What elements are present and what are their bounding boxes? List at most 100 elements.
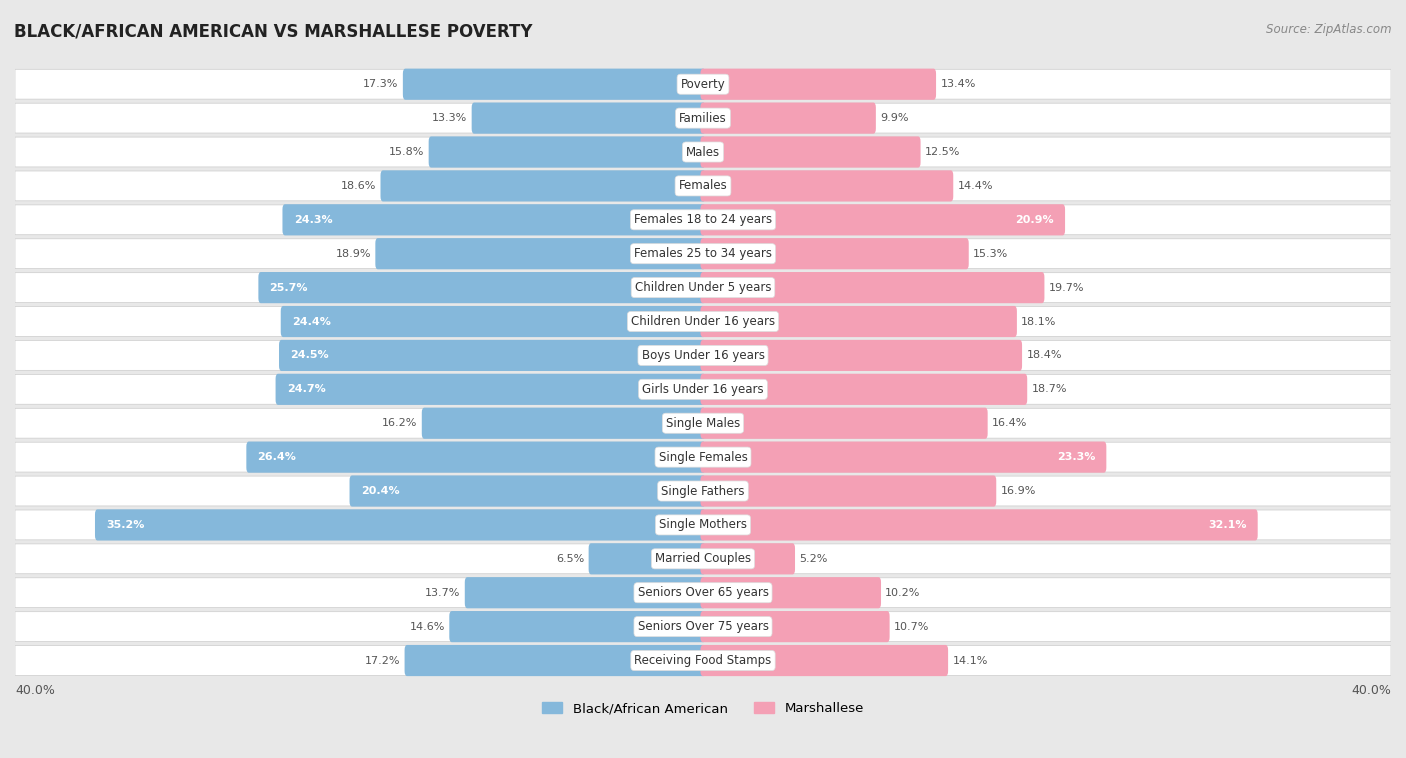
FancyBboxPatch shape [589,543,706,575]
FancyBboxPatch shape [375,238,706,269]
FancyBboxPatch shape [15,239,1391,268]
FancyBboxPatch shape [404,69,706,100]
FancyBboxPatch shape [471,102,706,133]
FancyBboxPatch shape [15,340,1391,371]
FancyBboxPatch shape [700,102,876,133]
Text: 25.7%: 25.7% [270,283,308,293]
Text: 16.9%: 16.9% [1001,486,1036,496]
FancyBboxPatch shape [276,374,706,405]
Text: 17.3%: 17.3% [363,79,398,89]
FancyBboxPatch shape [450,611,706,642]
Text: 35.2%: 35.2% [107,520,145,530]
FancyBboxPatch shape [700,374,1028,405]
Text: Married Couples: Married Couples [655,553,751,565]
Text: 18.1%: 18.1% [1021,317,1056,327]
Text: 13.3%: 13.3% [432,113,467,123]
Text: 18.4%: 18.4% [1026,350,1062,360]
FancyBboxPatch shape [700,509,1258,540]
FancyBboxPatch shape [422,408,706,439]
FancyBboxPatch shape [15,306,1391,337]
Text: 19.7%: 19.7% [1049,283,1084,293]
FancyBboxPatch shape [15,205,1391,235]
Text: Males: Males [686,146,720,158]
Text: Single Females: Single Females [658,450,748,464]
FancyBboxPatch shape [15,171,1391,201]
FancyBboxPatch shape [700,272,1045,303]
FancyBboxPatch shape [700,645,948,676]
Text: 23.3%: 23.3% [1057,452,1095,462]
Text: 40.0%: 40.0% [15,684,55,697]
Text: Families: Families [679,111,727,124]
Text: Children Under 16 years: Children Under 16 years [631,315,775,328]
FancyBboxPatch shape [700,577,882,609]
FancyBboxPatch shape [700,171,953,202]
FancyBboxPatch shape [700,441,1107,473]
Text: 15.3%: 15.3% [973,249,1008,258]
Text: 17.2%: 17.2% [364,656,401,666]
Text: Single Males: Single Males [666,417,740,430]
Text: 18.7%: 18.7% [1032,384,1067,394]
Text: 14.4%: 14.4% [957,181,993,191]
Text: Single Mothers: Single Mothers [659,518,747,531]
Text: 9.9%: 9.9% [880,113,908,123]
FancyBboxPatch shape [465,577,706,609]
Text: Source: ZipAtlas.com: Source: ZipAtlas.com [1267,23,1392,36]
FancyBboxPatch shape [15,409,1391,438]
Text: Females 18 to 24 years: Females 18 to 24 years [634,213,772,227]
FancyBboxPatch shape [15,442,1391,472]
Text: 18.9%: 18.9% [336,249,371,258]
FancyBboxPatch shape [246,441,706,473]
FancyBboxPatch shape [283,204,706,236]
FancyBboxPatch shape [429,136,706,168]
FancyBboxPatch shape [281,306,706,337]
FancyBboxPatch shape [96,509,706,540]
FancyBboxPatch shape [15,137,1391,167]
FancyBboxPatch shape [15,273,1391,302]
FancyBboxPatch shape [278,340,706,371]
Text: 24.3%: 24.3% [294,215,332,225]
FancyBboxPatch shape [700,69,936,100]
FancyBboxPatch shape [15,646,1391,675]
FancyBboxPatch shape [15,612,1391,641]
Text: Females: Females [679,180,727,193]
Text: 15.8%: 15.8% [389,147,425,157]
Text: 20.4%: 20.4% [361,486,399,496]
FancyBboxPatch shape [700,306,1017,337]
Text: 26.4%: 26.4% [257,452,297,462]
Text: Females 25 to 34 years: Females 25 to 34 years [634,247,772,260]
Legend: Black/African American, Marshallese: Black/African American, Marshallese [543,702,863,715]
FancyBboxPatch shape [700,543,794,575]
Text: 10.2%: 10.2% [886,587,921,598]
Text: Seniors Over 75 years: Seniors Over 75 years [637,620,769,633]
Text: Seniors Over 65 years: Seniors Over 65 years [637,586,769,600]
FancyBboxPatch shape [700,475,997,506]
FancyBboxPatch shape [15,510,1391,540]
Text: Poverty: Poverty [681,78,725,91]
Text: Children Under 5 years: Children Under 5 years [634,281,772,294]
FancyBboxPatch shape [15,69,1391,99]
FancyBboxPatch shape [259,272,706,303]
Text: Girls Under 16 years: Girls Under 16 years [643,383,763,396]
Text: 14.1%: 14.1% [952,656,988,666]
Text: 16.4%: 16.4% [993,418,1028,428]
FancyBboxPatch shape [15,374,1391,404]
FancyBboxPatch shape [15,103,1391,133]
Text: BLACK/AFRICAN AMERICAN VS MARSHALLESE POVERTY: BLACK/AFRICAN AMERICAN VS MARSHALLESE PO… [14,23,533,41]
Text: 12.5%: 12.5% [925,147,960,157]
FancyBboxPatch shape [381,171,706,202]
Text: 20.9%: 20.9% [1015,215,1054,225]
FancyBboxPatch shape [700,136,921,168]
Text: Boys Under 16 years: Boys Under 16 years [641,349,765,362]
FancyBboxPatch shape [700,238,969,269]
Text: 13.7%: 13.7% [425,587,461,598]
Text: 18.6%: 18.6% [340,181,377,191]
Text: 32.1%: 32.1% [1208,520,1247,530]
Text: Receiving Food Stamps: Receiving Food Stamps [634,654,772,667]
FancyBboxPatch shape [700,408,987,439]
Text: 10.7%: 10.7% [894,622,929,631]
Text: 24.7%: 24.7% [287,384,326,394]
FancyBboxPatch shape [15,578,1391,608]
FancyBboxPatch shape [700,204,1066,236]
Text: 13.4%: 13.4% [941,79,976,89]
FancyBboxPatch shape [700,340,1022,371]
